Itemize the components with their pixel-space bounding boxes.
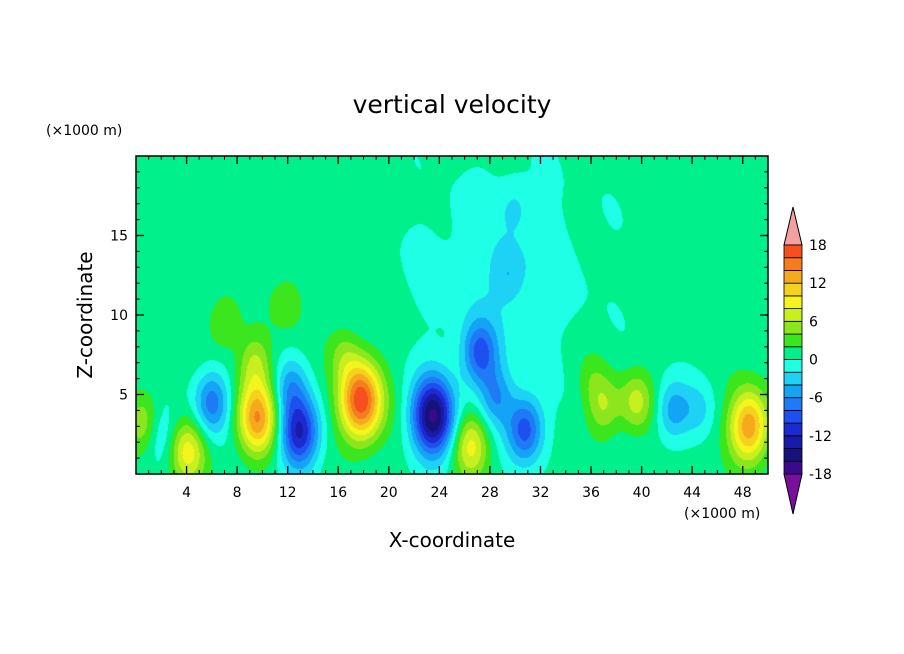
colorbar-band [783, 359, 803, 373]
x-tick-label: 8 [233, 485, 242, 501]
x-tick-label: 16 [329, 485, 347, 501]
x-unit-label: (×1000 m) [684, 506, 760, 522]
colorbar-band [783, 384, 803, 399]
colorbar: 18 12 6 0 -6 -12 -18 [783, 206, 832, 515]
x-tick-label: 44 [683, 485, 701, 501]
plot-area [135, 155, 769, 475]
x-axis-label: X-coordinate [389, 528, 516, 552]
colorbar-band [783, 460, 803, 475]
colorbar-tick-label: -6 [809, 391, 823, 407]
y-axis: 5 10 15 [110, 171, 768, 459]
colorbar-tick-label: 18 [809, 238, 827, 254]
x-axis: 4 8 12 16 20 24 28 32 36 40 44 48 [148, 156, 756, 501]
colorbar-band [783, 397, 803, 411]
colorbar-band [783, 244, 803, 259]
colorbar-tick-label: 6 [809, 314, 818, 330]
colorbar-tick-label: 0 [809, 353, 818, 369]
chart-title: vertical velocity [353, 90, 552, 119]
colorbar-band [783, 371, 803, 386]
y-tick-label: 15 [110, 229, 128, 245]
y-tick-label: 10 [110, 308, 128, 324]
y-unit-label: (×1000 m) [46, 123, 122, 139]
colorbar-band [783, 333, 803, 348]
x-tick-label: 48 [734, 485, 752, 501]
colorbar-under-triangle [783, 473, 803, 515]
y-axis-label: Z-coordinate [73, 251, 97, 378]
x-tick-label: 36 [582, 485, 600, 501]
x-tick-label: 28 [481, 485, 499, 501]
x-tick-label: 40 [633, 485, 651, 501]
colorbar-band [783, 270, 803, 284]
y-tick-label: 5 [119, 388, 128, 404]
x-tick-label: 12 [279, 485, 297, 501]
colorbar-band [783, 422, 803, 437]
x-tick-label: 4 [182, 485, 191, 501]
colorbar-band [783, 257, 803, 271]
colorbar-band [783, 282, 803, 297]
x-tick-label: 20 [380, 485, 398, 501]
colorbar-tick-label: -18 [809, 467, 832, 483]
colorbar-band [783, 409, 803, 424]
colorbar-band [783, 320, 803, 335]
velocity-field [136, 156, 768, 474]
x-tick-label: 32 [532, 485, 550, 501]
colorbar-over-triangle [783, 206, 803, 246]
colorbar-band [783, 435, 803, 449]
colorbar-tick-label: 12 [809, 276, 827, 292]
colorbar-tick-label: -12 [809, 429, 832, 445]
colorbar-band [783, 448, 803, 462]
colorbar-band [783, 295, 803, 310]
x-tick-label: 24 [430, 485, 448, 501]
colorbar-band [783, 346, 803, 360]
colorbar-band [783, 308, 803, 322]
